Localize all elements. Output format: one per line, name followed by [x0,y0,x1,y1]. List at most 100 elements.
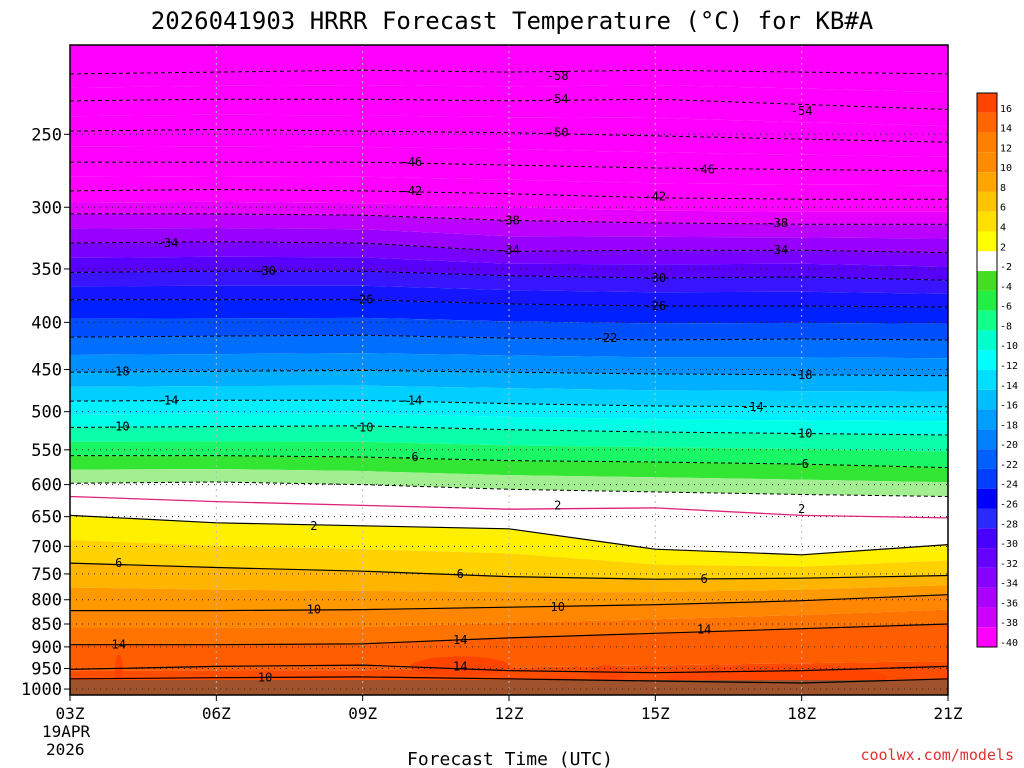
band [70,241,948,267]
x-start-date-line2: 2026 [46,740,85,759]
isotherm-negative [70,299,948,308]
contour-label: -50 [547,126,569,140]
isotherm-negative [70,270,948,281]
colorbar-swatch [977,528,997,549]
contour-label: -14 [742,400,764,414]
contour-label: -26 [644,299,666,313]
pressure-axis: 250 300 350 400 450 500 550 600 650 700 750 800 850 9… [21,125,70,700]
x-tick-label: 09Z [348,704,377,723]
y-tick-label: 350 [31,260,62,280]
band [70,468,948,497]
colorbar-swatch [977,152,997,173]
time-axis: 03Z 06Z 09Z 12Z 15Z 18Z 21Z [56,695,963,723]
contour-label: 6 [457,567,464,581]
band [70,299,948,324]
colorbar-swatch [977,370,997,390]
isotherm-negative [70,128,948,143]
band [70,285,948,308]
contour-label: -46 [693,163,715,177]
colorbar-label: -10 [1000,341,1018,352]
band [70,515,948,567]
colorbar-label: -22 [1000,460,1018,471]
isotherm-negative [70,69,948,75]
colorbar-label: 12 [1000,143,1012,154]
band [70,189,948,212]
y-tick-label: 300 [31,198,62,218]
contour-label: -38 [766,216,788,230]
contour-label: -34 [498,243,520,257]
y-tick-label: 550 [31,441,62,461]
band [70,114,948,143]
contour-label: -18 [791,368,813,382]
contour-label: -18 [108,364,130,378]
contour-label: -30 [254,264,276,278]
colorbar-swatch [977,251,997,272]
colorbar-label: -16 [1000,401,1018,412]
contour-label: 14 [453,659,467,673]
contour-label: -10 [352,420,374,434]
colorbar-label: -24 [1000,480,1018,491]
isotherm-negative [70,455,948,469]
contour-label: 14 [697,623,711,637]
band [70,228,948,253]
band [70,563,948,593]
colorbar-label: 10 [1000,163,1012,174]
isotherm-negative [70,241,948,254]
y-tick-label: 400 [31,313,62,333]
band [70,146,948,171]
colorbar: 16 14 12 10 8 6 4 2 -2 -4 -6 -8 -10 -12 -14 -16 -18 -20 -2… [976,92,1018,649]
colorbar-label: 6 [1000,203,1006,214]
contour-label: -54 [547,92,569,106]
colorbar-label: -30 [1000,539,1018,550]
colorbar-swatch [977,290,997,311]
colorbar-label: -12 [1000,361,1018,372]
contour-label: -22 [596,331,618,345]
x-tick-label: 12Z [495,704,524,723]
colorbar-label: 2 [1000,242,1006,253]
credit-link[interactable]: coolwx.com/models [860,746,1014,764]
colorbar-swatch [977,93,997,113]
colorbar-swatch [977,172,997,192]
colorbar-swatch [977,587,997,608]
colorbar-swatch [977,231,997,252]
band [70,425,948,452]
isotherm-negative [70,213,948,225]
contour-label: 10 [551,600,565,614]
x-tick-label: 21Z [934,704,963,723]
band [70,455,948,483]
contour-label: 14 [112,638,126,652]
y-tick-label: 850 [31,615,62,635]
x-axis-label: Forecast Time (UTC) [407,749,613,768]
colorbar-swatch [977,627,997,647]
y-tick-label: 600 [31,476,62,496]
isotherm-negative [70,369,948,377]
y-tick-label: 800 [31,591,62,611]
colorbar-swatch [977,112,997,133]
colorbar-swatch [977,330,997,351]
band [70,539,948,580]
contour-label: -42 [644,189,666,203]
isotherm-negative [70,481,948,497]
band [70,84,948,110]
isotherm-zero [70,495,948,519]
colorbar-swatch [977,389,997,410]
colorbar-swatch [977,488,997,509]
colorbar-swatch [977,211,997,232]
y-tick-label: 1000 [21,680,62,700]
band-coldest [70,45,948,74]
y-tick-label: 450 [31,361,62,381]
colorbar-swatch [977,429,997,450]
colorbar-label: -14 [1000,381,1018,392]
colorbar-label: -4 [1000,282,1012,293]
band [70,385,948,407]
y-tick-label: 500 [31,403,62,423]
band-freezing [70,481,948,555]
contour-label: -26 [352,293,374,307]
colorbar-swatch [977,508,997,529]
warm-core [588,665,625,682]
y-tick-label: 650 [31,508,62,528]
chart-title: 2026041903 HRRR Forecast Temperature (°C… [151,7,874,35]
colorbar-label: 14 [1000,124,1012,135]
colorbar-label: -36 [1000,598,1018,609]
band [70,176,948,200]
